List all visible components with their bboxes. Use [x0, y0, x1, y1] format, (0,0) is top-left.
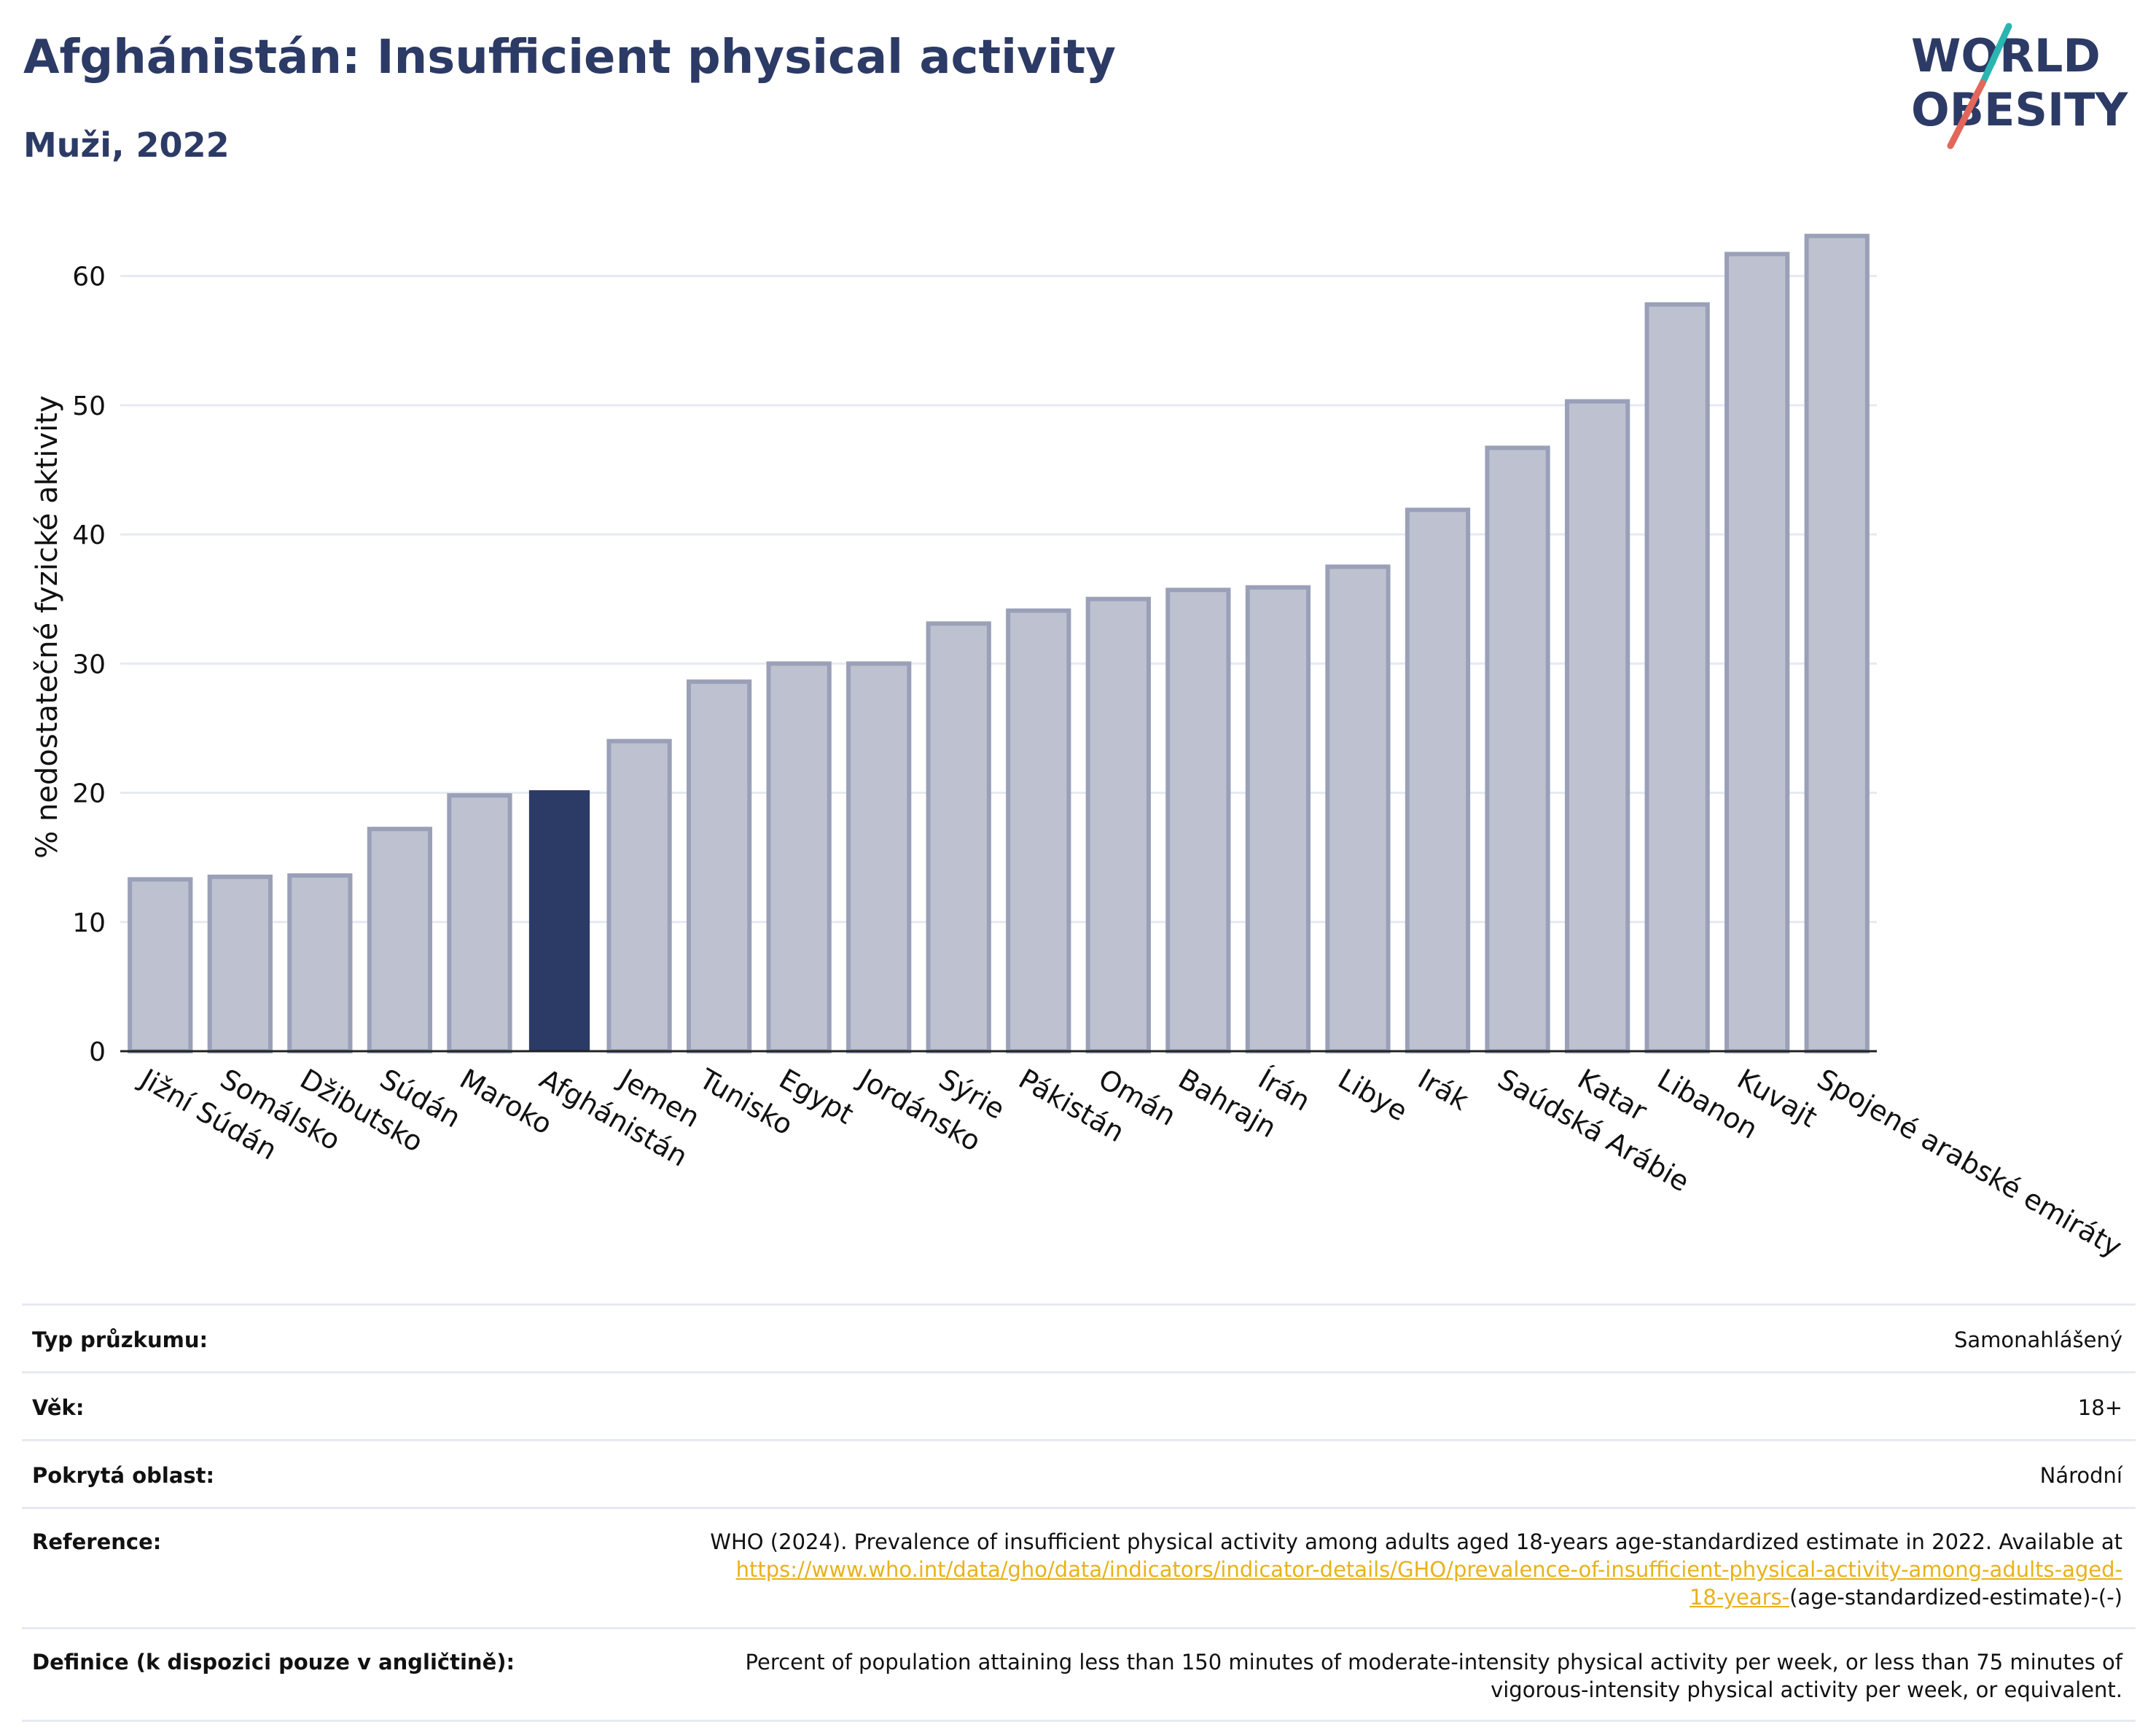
bar[interactable]	[1006, 608, 1071, 1053]
info-row-definition: Definice (k dispozici pouze v angličtině…	[22, 1627, 2136, 1722]
bar[interactable]	[1325, 564, 1391, 1053]
x-tick-label: Irák	[1413, 1063, 1474, 1117]
info-row-survey: Typ průzkumu: Samonahlášený	[22, 1303, 2136, 1371]
info-row-reference: Reference: WHO (2024). Prevalence of ins…	[22, 1507, 2136, 1627]
logo-word-obesity: OBESITY	[1911, 83, 2128, 136]
reference-label: Reference:	[32, 1529, 162, 1554]
chart-title: Afghánistán: Insufficient physical activ…	[23, 31, 1116, 85]
y-tick-label: 20	[72, 779, 106, 809]
bar[interactable]	[1725, 252, 1790, 1053]
bar[interactable]	[447, 793, 512, 1054]
y-tick-label: 50	[72, 391, 106, 421]
bar[interactable]	[1485, 445, 1550, 1053]
bar[interactable]	[1165, 588, 1231, 1053]
bar[interactable]	[1245, 585, 1311, 1053]
bars	[128, 233, 1870, 1054]
info-table: Typ průzkumu: Samonahlášený Věk: 18+ Pok…	[22, 1303, 2136, 1722]
bar[interactable]	[1405, 507, 1471, 1053]
bar[interactable]	[1564, 399, 1630, 1053]
reference-link[interactable]: https://www.who.int/data/gho/data/indica…	[735, 1557, 2122, 1582]
y-tick-label: 10	[72, 908, 106, 938]
logo-slash-teal	[1979, 23, 2012, 87]
reference-link-continued[interactable]: 18-years-	[1689, 1585, 1790, 1610]
definition-value: Percent of population attaining less tha…	[746, 1648, 2136, 1704]
x-tick-label: Maroko	[454, 1063, 558, 1141]
bar[interactable]	[1085, 596, 1151, 1053]
bar[interactable]	[606, 738, 672, 1054]
bar[interactable]	[1644, 302, 1710, 1053]
y-axis-label: % nedostatečné fyzické aktivity	[31, 395, 64, 858]
info-row-age: Věk: 18+	[22, 1371, 2136, 1439]
definition-label: Definice (k dispozici pouze v angličtině…	[32, 1650, 515, 1674]
survey-value: Samonahlášený	[1953, 1327, 2122, 1352]
bar[interactable]	[1804, 233, 1870, 1054]
bar[interactable]	[926, 621, 991, 1053]
x-tick-label: Libye	[1332, 1063, 1413, 1128]
definition-text-line2: vigorous-intensity physical activity per…	[1491, 1677, 2122, 1702]
world-obesity-logo: WORLD OBESITY	[1911, 23, 2128, 149]
bar[interactable]	[207, 874, 273, 1053]
area-label: Pokrytá oblast:	[32, 1463, 215, 1488]
reference-tail: (age-standardized-estimate)-(-)	[1789, 1585, 2122, 1610]
definition-text-line1: Percent of population attaining less tha…	[745, 1650, 2122, 1674]
bar[interactable]	[287, 873, 353, 1054]
reference-value: WHO (2024). Prevalence of insufficient p…	[710, 1528, 2136, 1611]
x-tick-label: Spojené arabské emiráty	[1812, 1063, 2128, 1263]
bar[interactable]	[128, 877, 193, 1053]
y-tick-label: 0	[89, 1037, 106, 1067]
bar-highlight[interactable]	[528, 789, 590, 1051]
reference-text: WHO (2024). Prevalence of insufficient p…	[710, 1529, 2122, 1554]
logo-slash-red	[1947, 79, 1986, 149]
bar[interactable]	[686, 679, 752, 1053]
age-value: 18+	[2077, 1395, 2122, 1420]
bar[interactable]	[766, 661, 832, 1053]
info-row-area: Pokrytá oblast: Národní	[22, 1439, 2136, 1507]
y-tick-label: 30	[72, 650, 106, 679]
bar[interactable]	[367, 827, 433, 1053]
area-value: Národní	[2039, 1463, 2122, 1488]
y-tick-label: 40	[72, 520, 106, 550]
survey-label: Typ průzkumu:	[32, 1327, 208, 1352]
age-label: Věk:	[32, 1395, 85, 1420]
bar[interactable]	[846, 661, 912, 1053]
chart-subtitle: Muži, 2022	[23, 125, 230, 165]
y-tick-label: 60	[72, 262, 106, 292]
